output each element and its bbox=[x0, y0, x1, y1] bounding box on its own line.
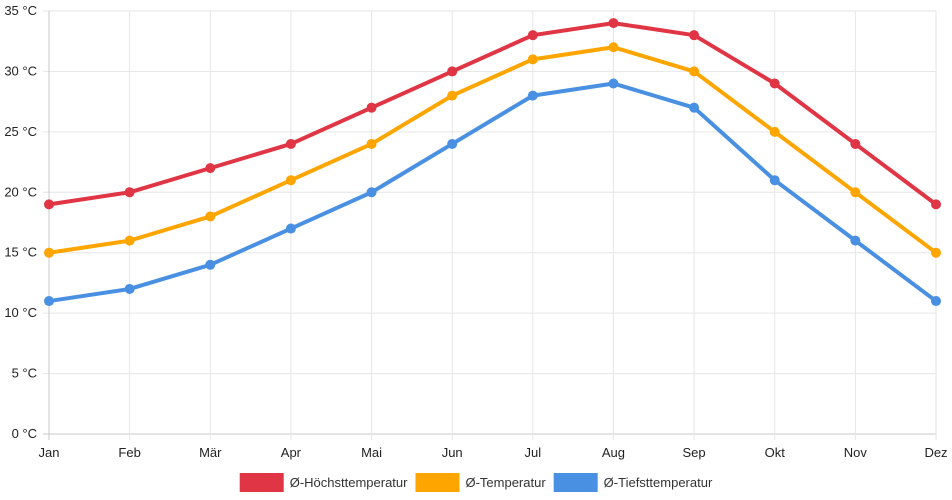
legend-item-2[interactable]: Ø-Temperatur bbox=[415, 473, 546, 492]
x-tick-label: Apr bbox=[281, 445, 302, 460]
data-point[interactable] bbox=[769, 78, 780, 89]
data-point[interactable] bbox=[366, 187, 377, 198]
data-point[interactable] bbox=[285, 138, 296, 149]
series-line-3 bbox=[47, 81, 938, 304]
data-point[interactable] bbox=[124, 235, 135, 246]
data-point[interactable] bbox=[285, 175, 296, 186]
data-point[interactable] bbox=[608, 42, 619, 53]
legend: Ø-Höchsttemperatur Ø-Temperatur Ø-Tiefstte… bbox=[239, 473, 713, 492]
y-tick-label: 10 °C bbox=[4, 305, 37, 320]
x-axis: Jan Feb Mär Apr Mai Jun Jul Aug Sep Okt Nov Dez bbox=[39, 445, 948, 460]
y-tick-label: 15 °C bbox=[4, 245, 37, 260]
legend-swatch bbox=[553, 473, 598, 492]
x-tick-label: Jul bbox=[525, 445, 542, 460]
data-point[interactable] bbox=[44, 199, 54, 210]
data-point[interactable] bbox=[527, 30, 538, 41]
data-point[interactable] bbox=[689, 30, 700, 41]
x-tick-label: Mai bbox=[361, 445, 382, 460]
data-point[interactable] bbox=[447, 90, 458, 101]
legend-item-3[interactable]: Ø-Tiefsttemperatur bbox=[553, 473, 713, 492]
data-point[interactable] bbox=[366, 102, 377, 113]
data-point[interactable] bbox=[931, 247, 941, 258]
x-tick-label: Sep bbox=[683, 445, 706, 460]
legend-label: Ø-Höchsttemperatur bbox=[290, 475, 408, 490]
data-point[interactable] bbox=[769, 126, 780, 137]
data-point[interactable] bbox=[44, 296, 54, 307]
x-tick-label: Feb bbox=[118, 445, 140, 460]
data-point[interactable] bbox=[931, 296, 941, 307]
legend-label: Ø-Tiefsttemperatur bbox=[604, 475, 713, 490]
data-point[interactable] bbox=[124, 283, 135, 294]
x-tick-label: Dez bbox=[924, 445, 947, 460]
data-point[interactable] bbox=[447, 138, 458, 149]
data-point[interactable] bbox=[205, 259, 216, 270]
data-point[interactable] bbox=[527, 90, 538, 101]
data-point[interactable] bbox=[608, 18, 619, 29]
y-tick-label: 35 °C bbox=[4, 3, 37, 18]
data-point[interactable] bbox=[124, 187, 135, 198]
data-point[interactable] bbox=[205, 163, 216, 174]
data-point[interactable] bbox=[285, 223, 296, 234]
data-point[interactable] bbox=[850, 235, 861, 246]
y-tick-label: 25 °C bbox=[4, 124, 37, 139]
series-line-1 bbox=[47, 21, 938, 207]
x-tick-label: Nov bbox=[844, 445, 868, 460]
data-point[interactable] bbox=[205, 211, 216, 222]
grid bbox=[43, 10, 937, 440]
legend-item-1[interactable]: Ø-Höchsttemperatur bbox=[239, 473, 408, 492]
data-point[interactable] bbox=[527, 54, 538, 65]
data-point[interactable] bbox=[931, 199, 941, 210]
x-tick-label: Jan bbox=[39, 445, 60, 460]
y-tick-label: 5 °C bbox=[12, 366, 37, 381]
legend-swatch bbox=[415, 473, 460, 492]
data-point[interactable] bbox=[608, 78, 619, 89]
y-tick-label: 30 °C bbox=[4, 63, 37, 78]
x-tick-label: Jun bbox=[442, 445, 463, 460]
legend-label: Ø-Temperatur bbox=[465, 475, 546, 490]
data-point[interactable] bbox=[850, 138, 861, 149]
data-point[interactable] bbox=[769, 175, 780, 186]
data-point[interactable] bbox=[850, 187, 861, 198]
y-tick-label: 0 °C bbox=[12, 426, 37, 441]
data-point[interactable] bbox=[689, 102, 700, 113]
series-lines bbox=[44, 18, 941, 307]
data-point[interactable] bbox=[366, 138, 377, 149]
series-line-2 bbox=[47, 45, 938, 255]
data-point[interactable] bbox=[447, 66, 458, 77]
data-point[interactable] bbox=[44, 247, 54, 258]
y-tick-label: 20 °C bbox=[4, 184, 37, 199]
x-tick-label: Okt bbox=[765, 445, 786, 460]
x-tick-label: Aug bbox=[602, 445, 625, 460]
data-point[interactable] bbox=[689, 66, 700, 77]
legend-swatch bbox=[239, 473, 284, 492]
y-axis: 0 °C 5 °C 10 °C 15 °C 20 °C 25 °C 30 °C 35 °C bbox=[4, 3, 37, 441]
x-tick-label: Mär bbox=[199, 445, 222, 460]
